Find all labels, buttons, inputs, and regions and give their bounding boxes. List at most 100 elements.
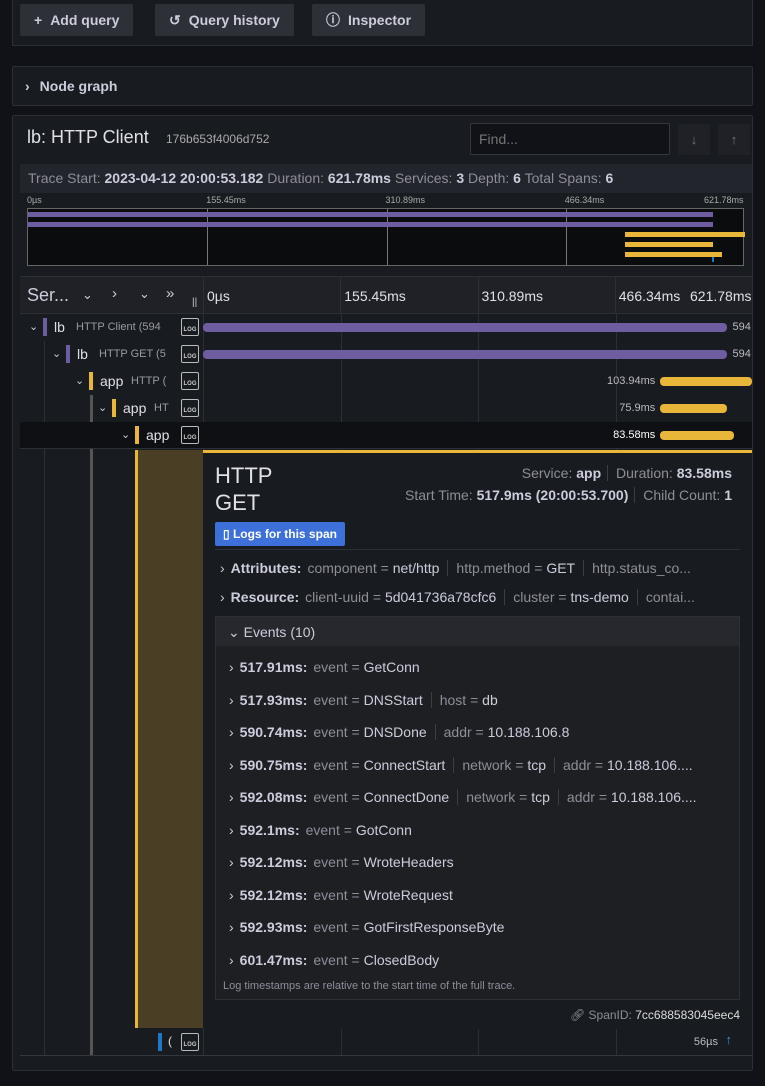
minimap[interactable]: 0µs 155.45ms 310.89ms 466.34ms 621.78ms bbox=[20, 194, 752, 270]
span-title: HTTP GET bbox=[215, 463, 273, 515]
attributes-row[interactable]: › Attributes: component = net/http http.met… bbox=[220, 560, 691, 576]
operation-name: HT bbox=[154, 402, 169, 414]
key-value: http.method = GET bbox=[447, 560, 575, 576]
event-row[interactable]: › 590.74ms: event = DNSDone addr = 10.188.1… bbox=[229, 724, 570, 740]
minimap-tick: 466.34ms bbox=[564, 195, 605, 205]
log-icon[interactable]: LOG bbox=[181, 1033, 199, 1051]
service-color-bar bbox=[158, 1033, 162, 1051]
next-match-button[interactable]: ↓ bbox=[678, 124, 710, 155]
add-query-button[interactable]: + Add query bbox=[20, 4, 134, 36]
duration-label: 56µs bbox=[693, 1036, 718, 1048]
event-row[interactable]: › 601.47ms: event = ClosedBody bbox=[229, 951, 440, 968]
expand-one-icon[interactable]: › bbox=[112, 285, 117, 302]
chevron-right-icon: › bbox=[25, 78, 30, 94]
minimap-tick: 155.45ms bbox=[206, 195, 246, 205]
minimap-span bbox=[712, 257, 714, 262]
node-graph-label: Node graph bbox=[39, 78, 118, 94]
log-icon[interactable]: LOG bbox=[181, 318, 199, 336]
grid-line bbox=[341, 1029, 342, 1056]
chevron-right-icon: › bbox=[229, 886, 234, 903]
minimap-span bbox=[28, 212, 713, 217]
duration-label: 103.94ms bbox=[606, 375, 656, 387]
info-icon: ⓘ bbox=[326, 12, 340, 28]
span-bar[interactable] bbox=[203, 323, 728, 332]
log-icon[interactable]: LOG bbox=[181, 399, 199, 417]
grid-line bbox=[341, 314, 342, 450]
minimap-grid bbox=[386, 209, 388, 265]
column-resize-handle[interactable]: || bbox=[192, 297, 198, 308]
events-toggle[interactable]: ⌄ Events (10) bbox=[216, 617, 739, 646]
span-id[interactable]: 🔗︎ SpanID: 7cc688583045eec4 bbox=[569, 1008, 740, 1022]
collapse-one-icon[interactable]: ⌄ bbox=[82, 287, 93, 302]
event-row[interactable]: › 517.91ms: event = GetConn bbox=[229, 659, 420, 675]
service-name: lb bbox=[77, 346, 88, 362]
chevron-right-icon: › bbox=[220, 589, 225, 605]
log-icon[interactable]: LOG bbox=[181, 345, 199, 363]
plus-icon: + bbox=[34, 12, 43, 28]
query-history-button[interactable]: ↺ Query history bbox=[155, 4, 294, 36]
event-row[interactable]: › 590.75ms: event = ConnectStart network = … bbox=[229, 756, 693, 773]
span-bar[interactable] bbox=[660, 377, 752, 386]
minimap-grid bbox=[207, 209, 209, 265]
find-input[interactable] bbox=[470, 123, 670, 155]
service-color-bar bbox=[43, 318, 47, 336]
key-value: http.status_co... bbox=[583, 560, 691, 576]
span-row-last[interactable]: ( LOG 56µs ↑ bbox=[20, 1029, 752, 1056]
log-icon[interactable]: LOG bbox=[181, 426, 199, 444]
timeline-tick: 155.45ms bbox=[344, 288, 406, 304]
chevron-right-icon: › bbox=[220, 560, 225, 576]
key-value: client-uuid = 5d041736a78cfc6 bbox=[305, 589, 497, 605]
detail-indent bbox=[135, 450, 203, 1028]
tree-guide bbox=[44, 341, 45, 1056]
key-value: component = net/http bbox=[307, 560, 440, 576]
service-color-bar bbox=[135, 426, 139, 444]
chevron-down-icon[interactable]: ⌄ bbox=[121, 429, 131, 441]
chevron-down-icon[interactable]: ⌄ bbox=[98, 402, 108, 414]
trace-title: lb: HTTP Client bbox=[27, 127, 149, 147]
resource-row[interactable]: › Resource: client-uuid = 5d041736a78cfc6 c… bbox=[220, 589, 695, 605]
span-row[interactable]: ⌄ lb HTTP GET (5 LOG 594 bbox=[20, 341, 752, 368]
service-color-bar bbox=[89, 372, 93, 390]
chevron-right-icon: › bbox=[229, 854, 234, 870]
span-row[interactable]: ⌄ lb HTTP Client (594 LOG 594 bbox=[20, 314, 752, 341]
span-bar[interactable] bbox=[203, 350, 728, 359]
event-row[interactable]: › 592.12ms: event = WroteHeaders bbox=[229, 854, 454, 870]
collapse-all-icon[interactable]: ⌄ bbox=[139, 286, 150, 301]
minimap-tick: 0µs bbox=[27, 195, 42, 205]
inspector-button[interactable]: ⓘ Inspector bbox=[312, 4, 426, 36]
event-row[interactable]: › 592.12ms: event = WroteRequest bbox=[229, 886, 453, 903]
minimap-span bbox=[28, 222, 713, 227]
log-icon[interactable]: LOG bbox=[181, 372, 199, 390]
duration-label: 594 bbox=[732, 348, 751, 360]
span-row[interactable]: ⌄ app HTTP (LOG 103.94ms bbox=[20, 368, 752, 395]
chevron-down-icon[interactable]: ⌄ bbox=[75, 375, 85, 387]
logs-for-span-button[interactable]: ▯ Logs for this span bbox=[215, 522, 345, 546]
minimap-span bbox=[625, 252, 722, 257]
tree-guide bbox=[90, 395, 93, 1056]
chevron-down-icon[interactable]: ⌄ bbox=[52, 348, 62, 360]
event-row[interactable]: › 592.08ms: event = ConnectDone network = t… bbox=[229, 789, 697, 805]
prev-match-button[interactable]: ↑ bbox=[718, 124, 750, 155]
grid-line bbox=[478, 314, 479, 450]
node-graph-toggle[interactable]: › Node graph bbox=[12, 66, 753, 106]
chevron-down-icon[interactable]: ⌄ bbox=[29, 321, 39, 333]
event-row[interactable]: › 517.93ms: event = DNSStart host = db bbox=[229, 691, 498, 708]
span-bar[interactable] bbox=[660, 404, 728, 413]
chevron-right-icon: › bbox=[229, 724, 234, 740]
event-row[interactable]: › 592.1ms: event = GotConn bbox=[229, 821, 412, 838]
expand-all-icon[interactable]: » bbox=[166, 285, 175, 302]
key-value: contai... bbox=[636, 589, 695, 605]
span-row[interactable]: ⌄ app HT LOG 75.9ms bbox=[20, 395, 752, 422]
event-row[interactable]: › 592.93ms: event = GotFirstResponseByte bbox=[229, 919, 505, 935]
grid-line bbox=[616, 314, 617, 450]
service-color-bar bbox=[112, 399, 116, 417]
chevron-down-icon: ⌄ bbox=[228, 624, 244, 640]
chevron-right-icon: › bbox=[229, 951, 234, 968]
timeline-tick: 0µs bbox=[207, 288, 230, 304]
span-bar[interactable] bbox=[660, 431, 735, 440]
span-row[interactable]: ⌄ app LOG 83.58ms bbox=[20, 422, 752, 449]
duration-label: 75.9ms bbox=[619, 402, 656, 414]
chevron-right-icon: › bbox=[229, 789, 234, 805]
section-label: Resource: bbox=[230, 589, 300, 605]
span-meta-1: Service: app Duration: 83.58ms bbox=[521, 465, 732, 481]
